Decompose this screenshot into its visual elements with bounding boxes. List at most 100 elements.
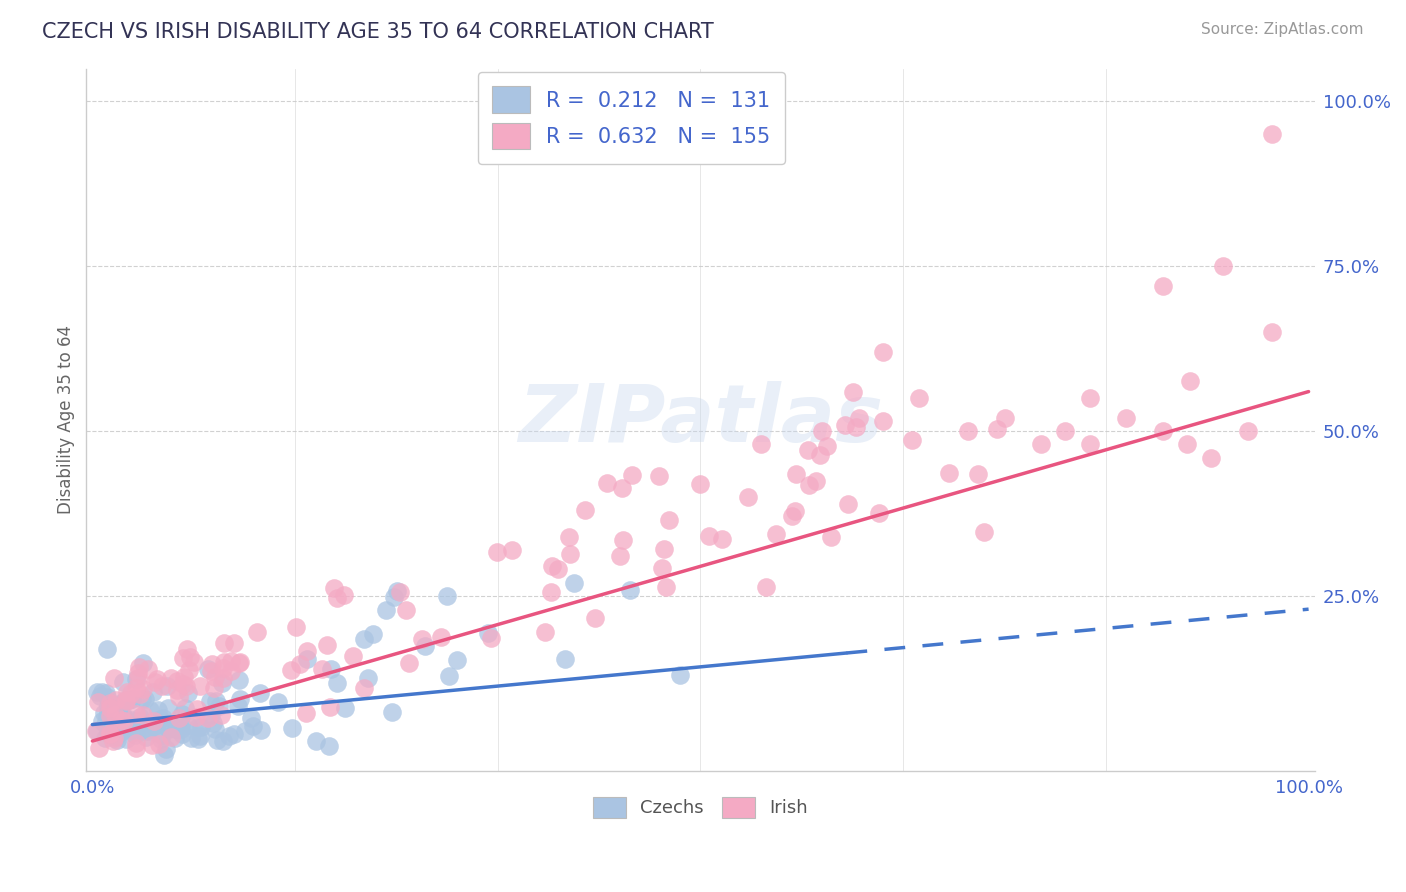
Point <box>375 603 398 617</box>
Point <box>222 727 245 741</box>
Point <box>128 660 150 674</box>
Point <box>177 718 200 732</box>
Point <box>172 650 194 665</box>
Point <box>361 626 384 640</box>
Point <box>86 724 108 739</box>
Point <box>145 716 167 731</box>
Point <box>430 630 453 644</box>
Point <box>174 680 197 694</box>
Point <box>797 443 820 458</box>
Point <box>477 626 499 640</box>
Point <box>1201 450 1223 465</box>
Point <box>780 508 803 523</box>
Point <box>142 719 165 733</box>
Point <box>103 733 125 747</box>
Point <box>228 698 250 713</box>
Point <box>125 736 148 750</box>
Point <box>612 533 634 548</box>
Point <box>413 639 436 653</box>
Point <box>188 729 211 743</box>
Point <box>554 652 576 666</box>
Point <box>711 533 734 547</box>
Point <box>326 675 349 690</box>
Point <box>114 712 136 726</box>
Point <box>808 448 831 462</box>
Point <box>938 466 960 480</box>
Point <box>804 474 827 488</box>
Point <box>281 721 304 735</box>
Point <box>297 652 319 666</box>
Point <box>986 421 1008 435</box>
Point <box>152 711 174 725</box>
Point <box>1236 424 1258 438</box>
Point <box>541 558 564 573</box>
Point <box>197 711 219 725</box>
Point <box>557 530 579 544</box>
Point <box>211 661 233 675</box>
Point <box>114 712 136 726</box>
Point <box>652 542 675 557</box>
Point <box>166 673 188 688</box>
Point <box>249 686 271 700</box>
Point <box>290 657 312 671</box>
Point <box>501 543 523 558</box>
Point <box>658 513 681 527</box>
Point <box>96 642 118 657</box>
Point <box>146 673 169 687</box>
Point <box>129 687 152 701</box>
Point <box>655 580 678 594</box>
Point <box>295 644 318 658</box>
Point <box>138 723 160 738</box>
Point <box>609 549 631 564</box>
Point <box>197 662 219 676</box>
Point <box>319 700 342 714</box>
Point <box>98 725 121 739</box>
Point <box>170 722 193 736</box>
Point <box>267 695 290 709</box>
Point <box>845 420 868 434</box>
Point <box>439 669 461 683</box>
Point <box>150 732 173 747</box>
Point <box>547 562 569 576</box>
Point <box>1152 424 1174 438</box>
Point <box>200 657 222 672</box>
Point <box>97 699 120 714</box>
Point <box>104 708 127 723</box>
Point <box>96 686 118 700</box>
Point <box>96 690 118 705</box>
Point <box>156 701 179 715</box>
Point <box>111 724 134 739</box>
Point <box>755 580 778 594</box>
Point <box>389 584 412 599</box>
Point <box>111 713 134 727</box>
Point <box>436 590 458 604</box>
Point <box>749 437 772 451</box>
Point <box>211 676 233 690</box>
Point <box>184 710 207 724</box>
Point <box>134 724 156 739</box>
Point <box>204 722 226 736</box>
Point <box>128 713 150 727</box>
Point <box>108 698 131 712</box>
Point <box>165 731 187 745</box>
Point <box>135 731 157 745</box>
Point <box>222 635 245 649</box>
Legend: Czechs, Irish: Czechs, Irish <box>586 789 815 825</box>
Point <box>211 708 233 723</box>
Point <box>111 708 134 723</box>
Point <box>596 476 619 491</box>
Point <box>115 731 138 746</box>
Point <box>84 723 107 738</box>
Point <box>86 685 108 699</box>
Point <box>125 673 148 687</box>
Point <box>398 656 420 670</box>
Point <box>108 705 131 719</box>
Point <box>112 674 135 689</box>
Point <box>411 632 433 647</box>
Point <box>110 713 132 727</box>
Point <box>620 467 643 482</box>
Point <box>173 700 195 714</box>
Point <box>785 467 807 481</box>
Point <box>180 731 202 745</box>
Point <box>188 679 211 693</box>
